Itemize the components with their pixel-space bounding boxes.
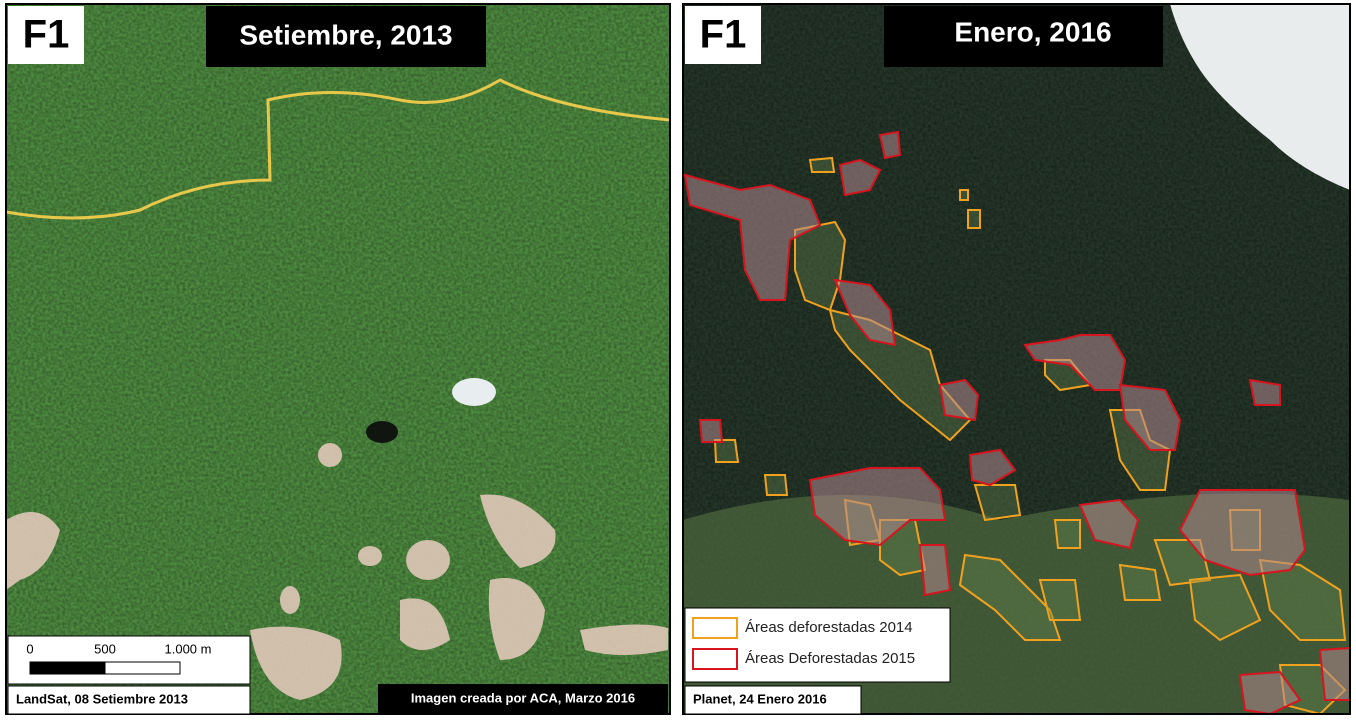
source: Planet, 24 Enero 2016 <box>693 691 827 706</box>
deforested-2014 <box>1153 539 1212 587</box>
deforested-2015 <box>878 130 902 160</box>
source: LandSat, 08 Setiembre 2013 <box>16 691 188 706</box>
deforested-2014 <box>1118 563 1162 601</box>
deforested-2015 <box>968 448 1017 487</box>
scale-label: 1.000 m <box>165 641 212 656</box>
deforested-2015 <box>1078 498 1140 550</box>
deforested-2015 <box>838 158 882 197</box>
panel-label-box <box>8 6 84 64</box>
deforested-2014 <box>828 308 972 442</box>
deforested-2015 <box>1238 670 1302 714</box>
scale-bar <box>29 661 106 675</box>
deforested-2014 <box>1258 558 1347 641</box>
deforested-2014 <box>763 474 789 496</box>
panel-label-box <box>685 6 761 64</box>
deforested-2014 <box>1053 519 1081 549</box>
deforested-2014 <box>794 220 847 312</box>
panel-title: Enero, 2016 <box>954 16 1111 47</box>
title-box <box>206 6 486 67</box>
deforested-2014 <box>967 209 981 229</box>
legend-label: Áreas deforestadas 2014 <box>745 619 913 636</box>
deforested-2015 <box>1118 383 1182 451</box>
deforested-2015 <box>1023 334 1127 391</box>
deforested-2015 <box>698 419 724 443</box>
panel-title: Setiembre, 2013 <box>239 19 452 50</box>
deforested-2014 <box>959 189 969 201</box>
deforested-2015 <box>833 278 897 347</box>
image-2016 <box>683 4 1350 714</box>
image-2013 <box>6 4 670 714</box>
credit: Imagen creada por ACA, Marzo 2016 <box>411 690 635 705</box>
deforested-2014 <box>973 484 1022 522</box>
legend-swatch <box>692 617 738 639</box>
deforested-2015 <box>1318 646 1350 701</box>
legend-label: Áreas Deforestadas 2015 <box>745 650 915 667</box>
scale-label: 0 <box>26 641 33 656</box>
deforested-2014 <box>713 439 740 463</box>
panel-label: F1 <box>700 13 747 57</box>
credit-box <box>378 684 668 714</box>
source-box <box>684 685 862 715</box>
legend-swatch <box>692 648 738 670</box>
title-box <box>884 6 1163 67</box>
scale-box <box>7 635 251 685</box>
deforested-2015 <box>918 544 952 597</box>
deforested-2014 <box>1188 573 1262 642</box>
deforested-2015 <box>1248 378 1281 406</box>
deforested-2014 <box>808 156 836 173</box>
scale-label: 500 <box>94 641 116 656</box>
deforested-2015 <box>683 173 822 301</box>
panel-label: F1 <box>23 13 70 57</box>
source-box <box>7 685 251 715</box>
scale-bar <box>104 661 181 675</box>
deforested-2014 <box>958 553 1062 641</box>
legend <box>684 607 951 683</box>
deforested-2015 <box>808 467 947 547</box>
deforested-2014 <box>1038 579 1082 621</box>
deforested-2015 <box>938 378 980 422</box>
deforested-2015 <box>1178 489 1307 577</box>
